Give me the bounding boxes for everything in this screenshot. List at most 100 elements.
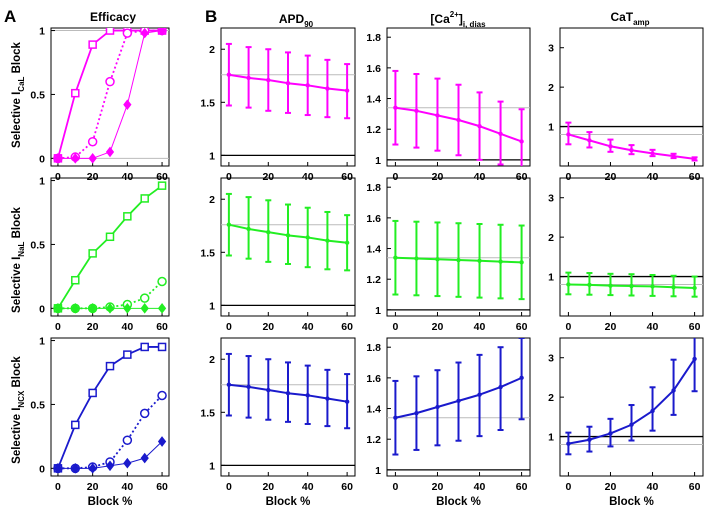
data-point: [671, 153, 676, 159]
data-point: [498, 259, 503, 264]
data-layer: [225, 352, 351, 430]
x-tick-label: 20: [605, 171, 617, 183]
x-axis-label: Block %: [436, 496, 481, 508]
data-point: [266, 229, 271, 235]
y-tick-label: 1.5: [200, 97, 215, 109]
y-tick-label: 1.8: [366, 342, 381, 354]
data-point-diamond: [88, 153, 97, 164]
panel-apd90-nal: 11.520 20 40 60: [200, 177, 356, 333]
y-tick-label: 1: [375, 305, 381, 317]
ca-title-post: ]: [459, 12, 463, 26]
x-tick-label: 60: [341, 321, 353, 333]
column-title-apd90: APD90: [279, 12, 314, 29]
row-label-cal-pre: Selective I: [11, 92, 23, 148]
y-tick-label: 1: [548, 122, 554, 134]
data-point: [650, 284, 655, 289]
row-label-ncx-sub: NCX: [17, 390, 26, 408]
x-tick-label: 40: [302, 321, 314, 333]
data-layer: [565, 338, 698, 456]
data-point: [692, 156, 697, 162]
data-point: [650, 408, 655, 414]
axes-box: [50, 177, 170, 317]
y-tick-label: 2: [548, 232, 554, 244]
data-point: [435, 257, 440, 262]
data-point: [692, 285, 697, 291]
data-point: [498, 131, 503, 136]
x-tick-label: 60: [156, 481, 168, 493]
panel-ca_dias-cal: 1 1.2 1.4 1.6 1.8 0 20 40 60: [366, 27, 531, 183]
y-tick-label: 0: [39, 463, 45, 475]
cat-title-base: CaT: [610, 10, 633, 24]
data-point: [587, 437, 592, 442]
data-point-square: [71, 420, 80, 430]
data-point-circle: [105, 76, 115, 87]
panel-ca_dias-ncx: 1 1.2 1.4 1.6 1.8 0 20 40 60 Block %: [366, 337, 531, 508]
data-layer: [392, 338, 525, 456]
data-point-diamond: [123, 303, 132, 314]
row-label-cal-post: Block: [11, 41, 23, 76]
row-label-cal: Selective ICaL Block: [11, 41, 26, 148]
data-point-diamond: [88, 303, 97, 314]
data-layer: [392, 219, 525, 301]
column-title-ca-dias: [Ca2+]i, dias: [430, 10, 486, 29]
axes-box: [559, 337, 704, 477]
axes-box: [386, 27, 531, 167]
data-point: [325, 86, 330, 91]
data-point: [608, 144, 613, 149]
data-point: [456, 398, 461, 404]
data-point: [393, 105, 398, 110]
y-tick-label: 1.8: [366, 32, 381, 44]
data-point: [477, 258, 482, 263]
data-point: [266, 77, 271, 83]
data-point: [393, 255, 398, 260]
y-tick-label: 0.5: [30, 89, 45, 101]
x-tick-label: 60: [341, 481, 353, 493]
data-point-square: [105, 232, 115, 242]
y-tick-label: 1.4: [366, 404, 381, 416]
y-tick-label: 1: [209, 300, 215, 312]
data-point-circle: [87, 136, 98, 147]
apd-title-sub: 90: [304, 20, 313, 29]
y-tick-label: 1.5: [200, 247, 215, 259]
data-point-diamond: [71, 303, 80, 314]
data-point: [456, 117, 461, 123]
data-point: [650, 151, 655, 156]
data-point-square: [105, 361, 115, 371]
data-point-square: [123, 350, 132, 359]
data-point-square: [71, 275, 80, 285]
y-tick-label: 1.4: [366, 244, 381, 256]
data-point-diamond: [123, 457, 132, 469]
data-point: [325, 238, 330, 243]
data-point-square: [105, 28, 115, 35]
data-point-circle: [139, 293, 150, 303]
data-point: [477, 123, 482, 129]
data-layer: [53, 342, 167, 474]
data-point: [519, 375, 524, 381]
x-tick-label: 0: [55, 171, 61, 183]
data-layer: [53, 28, 167, 164]
data-point: [344, 240, 350, 245]
data-point: [566, 282, 571, 287]
x-tick-label: 60: [341, 171, 353, 183]
row-label-nal-post: Block: [11, 206, 23, 241]
x-tick-label: 40: [302, 171, 314, 183]
data-point-diamond: [53, 303, 63, 314]
x-tick-label: 0: [565, 481, 571, 493]
data-point-circle: [122, 28, 133, 38]
row-label-ncx-pre: Selective I: [11, 408, 23, 464]
row-label-nal-pre: Selective I: [11, 257, 23, 313]
data-point-square: [140, 194, 149, 203]
axes-box: [50, 27, 170, 167]
x-tick-label: 20: [262, 481, 274, 493]
data-point: [435, 404, 440, 410]
y-tick-label: 2: [548, 392, 554, 404]
data-point-circle: [122, 435, 133, 445]
panel-cat_amp-nal: 1 2 3 0 20 40 60: [548, 177, 704, 333]
x-tick-label: 0: [392, 171, 398, 183]
x-tick-label: 0: [226, 321, 232, 333]
data-point-diamond: [140, 452, 149, 464]
y-tick-label: 1.6: [366, 63, 381, 75]
data-point: [285, 391, 291, 396]
y-tick-label: 1: [39, 336, 45, 348]
